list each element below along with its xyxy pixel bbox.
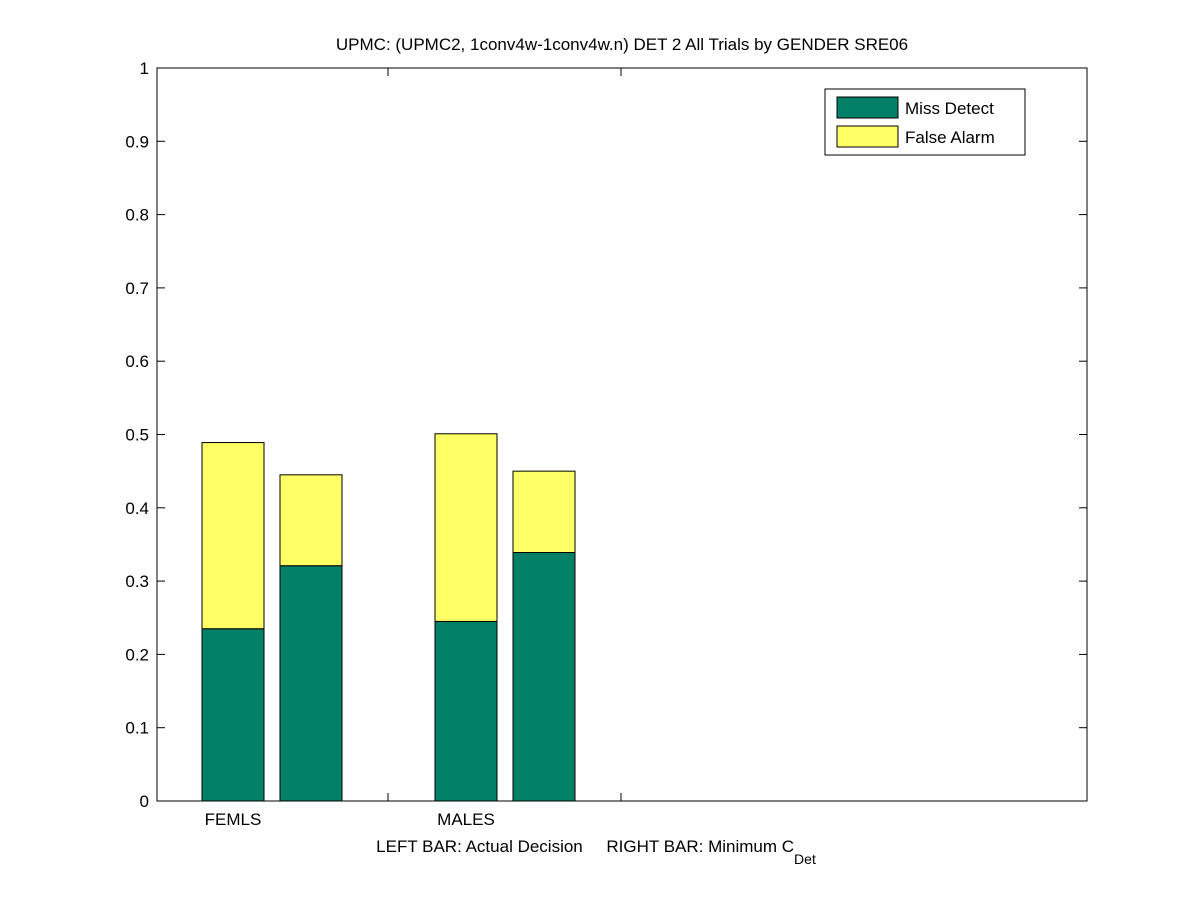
legend-swatch-miss-detect [836,96,899,119]
bar-femls-actual-false-alarm [201,442,265,630]
x-label-spacer [583,837,607,856]
x-label-subscript: Det [794,851,816,867]
bar-femls-minimum-miss-detect [279,565,343,802]
y-tick-label: 0.7 [125,279,149,298]
x-axis-label: LEFT BAR: Actual Decision RIGHT BAR: Min… [376,837,816,867]
legend: Miss Detect False Alarm [824,88,1026,156]
bars-layer [201,433,576,802]
bar-femls-actual-miss-detect [201,628,265,802]
legend-swatch-false-alarm [836,125,899,148]
x-label-left: LEFT BAR: Actual Decision [376,837,583,856]
y-tick-label: 0.3 [125,572,149,591]
x-category-label: FEMLS [205,810,262,829]
y-tick-label: 0.8 [125,206,149,225]
x-label-right-main: RIGHT BAR: Minimum C [606,837,794,856]
bar-males-minimum-false-alarm [512,470,576,554]
chart-title: UPMC: (UPMC2, 1conv4w-1conv4w.n) DET 2 A… [336,35,908,54]
y-tick-label: 0.5 [125,426,149,445]
legend-label-false-alarm: False Alarm [905,128,995,147]
bar-males-actual-miss-detect [434,620,498,802]
y-tick-label: 0.1 [125,719,149,738]
y-tick-label: 0.9 [125,132,149,151]
y-tick-label: 0 [140,792,149,811]
legend-label-miss-detect: Miss Detect [905,99,994,118]
y-tick-label: 0.4 [125,499,149,518]
x-category-labels: FEMLS MALES [205,810,495,829]
x-category-label: MALES [437,810,495,829]
y-tick-label: 0.6 [125,352,149,371]
y-tick-label: 1 [140,59,149,78]
axis-ticks: 0 0.1 0.2 0.3 0.4 0.5 0.6 0.7 0.8 0.9 1 [125,59,1087,811]
bar-males-actual-false-alarm [434,433,498,622]
y-tick-label: 0.2 [125,645,149,664]
bar-femls-minimum-false-alarm [279,474,343,567]
bar-males-minimum-miss-detect [512,552,576,802]
